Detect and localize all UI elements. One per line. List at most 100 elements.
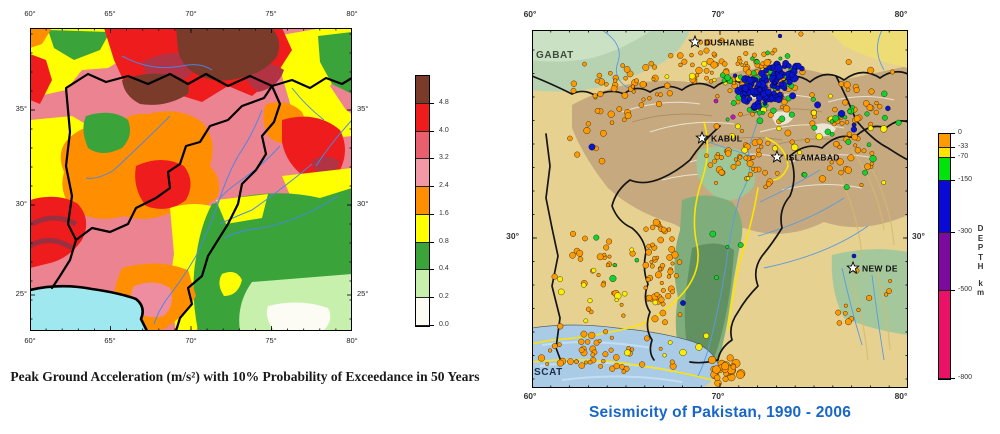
earthquake-dot <box>786 79 793 86</box>
earthquake-dot <box>584 360 588 365</box>
earthquake-dot <box>829 119 835 124</box>
depth-colorbar-tick <box>950 133 955 134</box>
earthquake-dot <box>643 226 649 232</box>
earthquake-dot <box>609 120 615 125</box>
pga-colorbar-tick <box>429 325 434 327</box>
earthquake-dot <box>597 339 602 344</box>
earthquake-dot <box>655 271 662 279</box>
earthquake-dot <box>746 107 753 113</box>
earthquake-dot <box>660 287 666 293</box>
lon-axis-label: 65° <box>104 336 116 345</box>
earthquake-dot <box>843 115 848 120</box>
earthquake-dot <box>567 135 573 142</box>
earthquake-dot <box>580 330 588 338</box>
earthquake-dot <box>824 128 831 135</box>
earthquake-dot <box>703 67 710 74</box>
earthquake-dot <box>757 110 763 116</box>
earthquake-dot <box>832 115 839 122</box>
earthquake-dot <box>655 92 659 97</box>
earthquake-dot <box>890 69 895 75</box>
earthquake-dot <box>866 142 872 147</box>
earthquake-dot <box>730 163 737 170</box>
earthquake-dot <box>728 133 736 140</box>
earthquake-dot <box>786 63 792 69</box>
city-markers: DUSHANBE KABUL ISLAMABAD NEW DE GABAT SCAT <box>534 34 898 378</box>
earthquake-dot <box>581 282 587 288</box>
earthquake-dot <box>770 107 777 114</box>
earthquake-dot <box>775 85 781 91</box>
earthquake-dot <box>689 52 694 58</box>
lon-axis-label: 60° <box>24 336 36 345</box>
earthquake-dot <box>763 184 768 189</box>
depth-colorbar-tick <box>950 290 955 291</box>
earthquake-dot <box>655 100 663 108</box>
pga-colorbar-tick-label: 4.8 <box>439 98 449 106</box>
earthquake-dot <box>598 363 604 369</box>
earthquake-dot <box>608 347 614 353</box>
earthquake-dot <box>715 94 720 99</box>
earthquake-dot <box>680 300 686 306</box>
earthquake-dot <box>613 362 620 370</box>
earthquake-dot <box>750 70 757 76</box>
lon-axis-label: 60° <box>523 391 537 401</box>
earthquake-dot <box>596 72 603 79</box>
earthquake-dot <box>770 51 775 56</box>
earthquake-dot <box>643 335 650 342</box>
earthquake-dot <box>730 364 737 370</box>
earthquake-dot <box>772 47 778 53</box>
earthquake-dot <box>883 292 889 297</box>
earthquake-dot <box>850 126 858 133</box>
earthquake-dot <box>722 61 728 67</box>
pga-colorbar-segment <box>416 298 429 326</box>
earthquake-dot <box>782 105 791 113</box>
earthquake-dot <box>605 263 610 268</box>
earthquake-dot <box>838 169 844 176</box>
earthquake-dot <box>587 359 593 365</box>
depth-colorbar-segment <box>939 148 950 158</box>
earthquake-dot <box>788 111 795 118</box>
earthquake-dot <box>668 246 676 253</box>
earthquake-dot <box>811 109 817 116</box>
earthquake-dot <box>743 51 749 56</box>
earthquake-dot <box>600 129 607 137</box>
lon-axis-label: 70° <box>711 391 725 401</box>
earthquake-dot <box>613 354 620 361</box>
earthquake-dot <box>797 150 802 155</box>
earthquake-dot <box>727 88 733 94</box>
earthquake-dot <box>679 348 687 357</box>
earthquake-dot <box>842 99 849 106</box>
earthquake-dot <box>861 148 867 154</box>
earthquake-dot <box>772 80 777 85</box>
earthquake-dot <box>741 97 748 104</box>
earthquake-dot <box>881 90 888 97</box>
earthquake-dot <box>557 276 563 283</box>
earthquake-dot <box>735 123 741 130</box>
earthquake-dot <box>851 253 857 259</box>
earthquake-dot <box>758 69 766 77</box>
earthquake-dot <box>798 31 804 37</box>
earthquake-dot <box>737 242 744 248</box>
earthquake-dot <box>624 349 631 357</box>
earthquake-dot <box>756 117 764 125</box>
earthquake-dot <box>739 129 744 133</box>
earthquake-dot <box>588 143 596 151</box>
terrain-relief <box>532 30 908 388</box>
earthquake-dot <box>698 50 704 56</box>
earthquake-dot <box>721 78 727 83</box>
earthquake-dot <box>709 230 717 238</box>
earthquake-dot <box>634 78 639 84</box>
earthquake-dot <box>791 143 799 151</box>
earthquake-dot <box>788 71 795 78</box>
region-label: SCAT <box>534 367 563 378</box>
earthquake-dot <box>545 362 550 366</box>
earthquake-dot <box>601 359 606 364</box>
earthquake-dot <box>843 184 850 191</box>
earthquake-dot <box>670 289 675 295</box>
earthquake-dot <box>606 238 613 245</box>
earthquake-dot <box>649 263 655 269</box>
earthquake-dot <box>596 272 601 278</box>
seismicity-caption: Seismicity of Pakistan, 1990 - 2006 <box>588 404 852 421</box>
earthquake-dot <box>836 158 844 166</box>
pga-colorbar-tick-label: 0.4 <box>439 265 449 273</box>
pga-colorbar-tick <box>429 130 434 132</box>
